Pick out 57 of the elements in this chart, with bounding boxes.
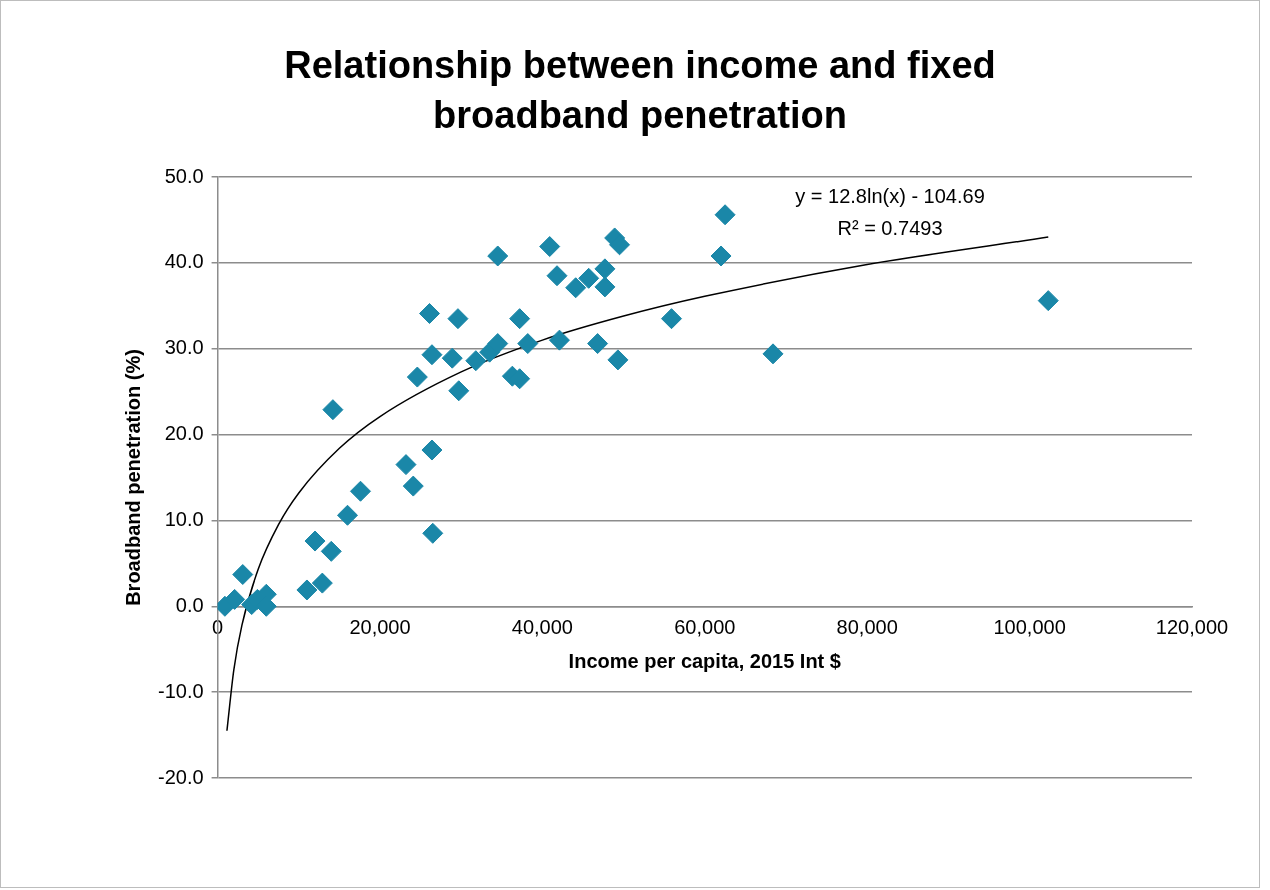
x-tick-label: 120,000	[1155, 615, 1229, 638]
point	[661, 308, 682, 330]
point	[350, 480, 371, 502]
x-tick-label: 40,000	[511, 615, 573, 638]
point	[304, 530, 326, 552]
x-tick-label: 60,000	[674, 615, 736, 638]
point	[441, 347, 463, 369]
x-tick-label: 100,000	[993, 615, 1066, 638]
y-tick-label: 50.0	[164, 164, 204, 187]
point	[232, 564, 254, 586]
point	[548, 329, 570, 351]
y-tick-label: -20.0	[157, 765, 204, 788]
point	[311, 572, 333, 594]
y-tick-label: 20.0	[164, 422, 204, 445]
point	[594, 276, 616, 298]
point	[322, 399, 344, 421]
point	[422, 522, 444, 544]
point	[487, 245, 509, 267]
annotation: R² = 0.7493	[837, 216, 943, 239]
x-tick-label: 80,000	[836, 615, 898, 638]
point	[587, 333, 609, 355]
point	[465, 350, 487, 372]
point	[710, 245, 732, 267]
point	[448, 380, 470, 402]
point	[546, 265, 568, 287]
point	[296, 579, 318, 601]
point	[447, 308, 469, 330]
y-tick-label: 30.0	[164, 336, 204, 359]
point	[224, 588, 246, 610]
point	[509, 308, 531, 330]
point	[578, 267, 600, 289]
y-tick-label: 40.0	[164, 250, 204, 273]
point	[421, 439, 443, 461]
point	[517, 333, 539, 355]
annotation: y = 12.8ln(x) - 104.69	[795, 184, 985, 207]
point	[565, 277, 587, 299]
point	[320, 540, 342, 562]
point	[406, 366, 428, 388]
y-tick-label: 0.0	[175, 593, 204, 616]
y-tick-label: 10.0	[164, 507, 204, 530]
point	[395, 454, 417, 476]
point	[594, 258, 616, 280]
point	[714, 204, 736, 226]
point	[419, 303, 441, 325]
x-tick-label: 20,000	[349, 615, 411, 638]
point	[539, 236, 561, 258]
point	[607, 349, 629, 371]
y-tick-label: -10.0	[157, 679, 204, 702]
point	[337, 504, 359, 526]
y-axis-title: Broadband penetration (%)	[121, 349, 144, 606]
point	[402, 475, 424, 497]
point	[762, 343, 784, 365]
x-axis-title: Income per capita, 2015 Int $	[568, 649, 841, 672]
chart-title: Relationship between income and fixed broadband penetration	[283, 43, 997, 138]
point	[421, 344, 443, 366]
point	[1037, 290, 1059, 312]
point	[487, 333, 509, 355]
